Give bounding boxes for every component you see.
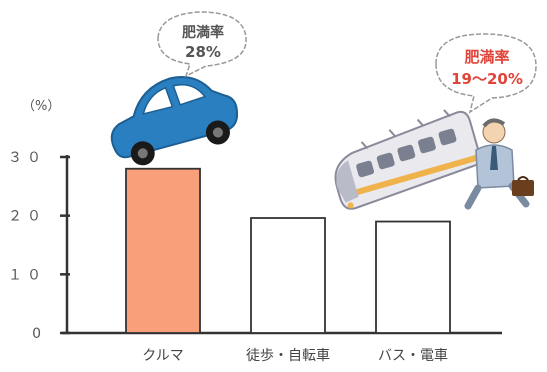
bubble-line2: 19～20% xyxy=(451,70,523,88)
category-label: クルマ xyxy=(142,348,184,364)
bar-0 xyxy=(125,167,201,334)
category-label: 徒歩・自転車 xyxy=(246,347,330,364)
category-label: バス・電車 xyxy=(378,347,448,364)
bubble-line2: 28% xyxy=(185,43,221,61)
train-businessman-icon xyxy=(334,109,534,210)
bubble-line1: 肥満率 xyxy=(182,24,224,41)
bar-2 xyxy=(375,220,451,334)
y-tick-label: 0 xyxy=(32,326,46,342)
bar-1 xyxy=(250,217,326,334)
bubble-line1: 肥満率 xyxy=(464,48,509,66)
y-tick-label: ２０ xyxy=(8,209,46,225)
annotation-bubble-train: 肥満率 19～20% xyxy=(435,33,537,114)
y-unit-label: （%） xyxy=(22,99,60,114)
annotation-bubble-car: 肥満率 28% xyxy=(157,11,247,78)
car-icon xyxy=(110,76,239,166)
y-tick-label: ３０ xyxy=(8,150,46,166)
y-tick-label: １０ xyxy=(8,267,46,283)
